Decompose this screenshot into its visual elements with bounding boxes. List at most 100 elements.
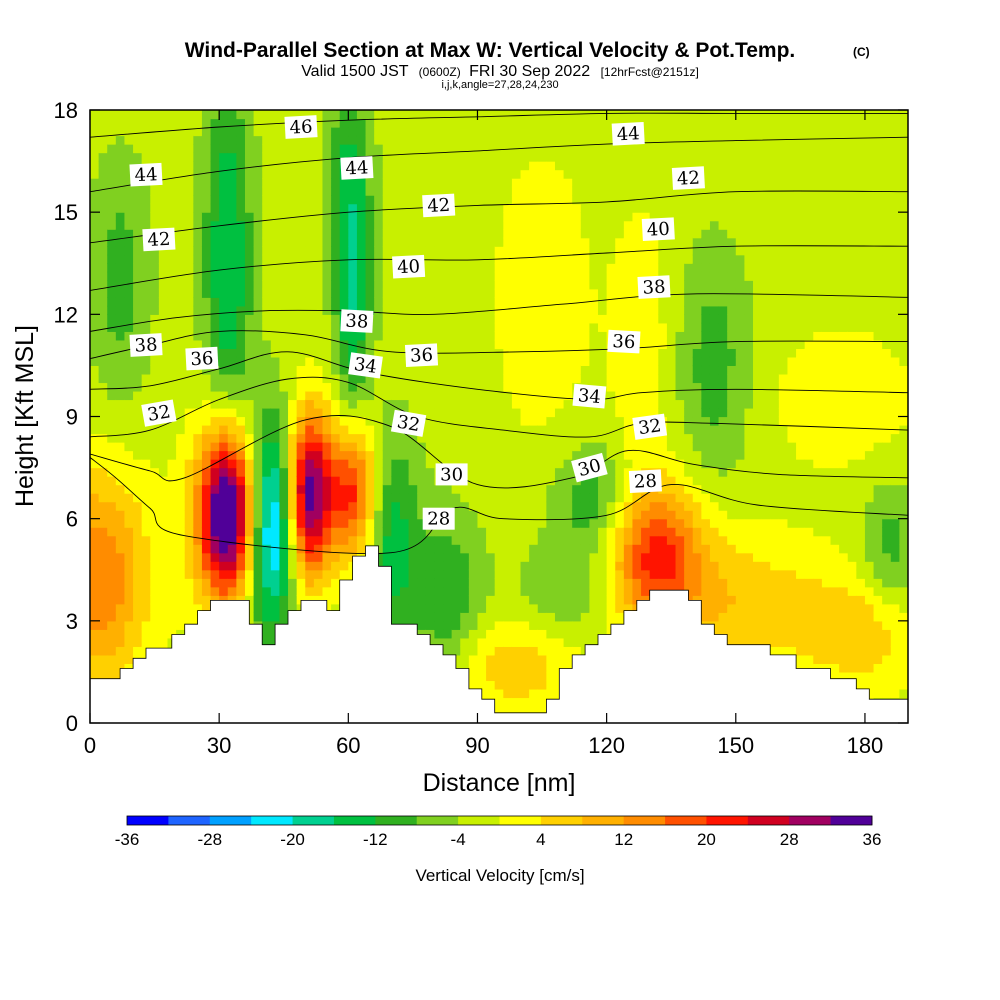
field-cell (477, 425, 487, 435)
field-cell (537, 186, 547, 196)
field-cell (227, 425, 237, 435)
field-cell (675, 186, 685, 196)
field-cell (468, 212, 479, 222)
field-cell (572, 271, 582, 281)
field-cell (305, 169, 315, 179)
field-cell (176, 152, 186, 162)
field-cell (451, 399, 461, 409)
field-cell (219, 569, 229, 579)
field-cell (219, 288, 229, 298)
field-cell (193, 161, 203, 171)
field-cell (417, 127, 427, 137)
field-cell (451, 510, 461, 520)
field-cell (176, 314, 186, 324)
field-cell (486, 373, 496, 384)
field-cell (434, 578, 444, 588)
field-cell (425, 254, 436, 264)
field-cell (589, 425, 599, 435)
field-cell (150, 586, 160, 596)
field-cell (339, 407, 349, 418)
field-cell (572, 518, 582, 528)
field-cell (623, 373, 634, 384)
field-cell (399, 110, 410, 120)
field-cell (443, 144, 453, 154)
field-cell (675, 467, 685, 477)
field-cell (365, 416, 375, 426)
field-cell (494, 433, 504, 443)
field-cell (201, 510, 212, 520)
section-params: i,j,k,angle=27,28,24,230 (441, 79, 558, 91)
field-cell (606, 595, 616, 605)
field-cell (253, 595, 263, 605)
field-cell (331, 603, 341, 613)
field-cell (262, 331, 272, 341)
field-cell (313, 280, 324, 290)
field-cell (262, 110, 272, 120)
field-cell (167, 365, 177, 375)
field-cell (356, 348, 367, 358)
field-cell (124, 569, 134, 579)
field-cell (279, 314, 289, 324)
field-cell (193, 535, 203, 545)
field-cell (641, 169, 651, 179)
field-cell (210, 314, 220, 324)
field-cell (666, 152, 677, 162)
field-cell (313, 254, 324, 264)
field-cell (305, 382, 315, 392)
field-cell (176, 561, 186, 571)
field-cell (313, 348, 324, 358)
field-cell (348, 144, 358, 154)
field-cell (107, 118, 117, 128)
field-cell (124, 144, 134, 154)
field-cell (244, 229, 255, 239)
field-cell (477, 501, 487, 511)
field-cell (193, 118, 203, 128)
field-cell (150, 578, 160, 588)
field-cell (115, 203, 126, 213)
field-cell (537, 246, 547, 256)
field-cell (503, 297, 513, 307)
field-cell (391, 229, 401, 239)
field-cell (572, 322, 582, 332)
field-cell (615, 280, 625, 290)
field-cell (270, 407, 281, 418)
field-cell (227, 169, 237, 179)
field-cell (468, 220, 479, 230)
field-cell (270, 220, 281, 230)
field-cell (615, 288, 625, 298)
field-cell (253, 578, 263, 588)
field-cell (227, 127, 237, 137)
field-cell (503, 135, 513, 145)
field-cell (546, 195, 556, 205)
field-cell (529, 356, 539, 367)
field-cell (141, 578, 151, 588)
field-cell (201, 459, 212, 469)
field-cell (236, 229, 246, 239)
field-cell (279, 382, 289, 392)
field-cell (115, 373, 126, 384)
field-cell (477, 561, 487, 571)
field-cell (150, 544, 160, 554)
field-cell (288, 425, 298, 435)
field-cell (296, 144, 306, 154)
field-cell (219, 110, 229, 120)
field-cell (279, 135, 289, 145)
field-cell (296, 331, 306, 341)
field-cell (494, 288, 504, 298)
field-cell (460, 305, 470, 315)
field-cell (649, 407, 659, 418)
field-cell (253, 484, 263, 494)
field-cell (141, 484, 151, 494)
field-cell (477, 442, 487, 452)
field-cell (150, 637, 160, 647)
field-cell (322, 535, 332, 545)
field-cell (322, 152, 332, 162)
field-cell (201, 161, 212, 171)
field-cell (253, 229, 263, 239)
field-cell (236, 493, 246, 503)
field-cell (417, 629, 427, 639)
field-cell (399, 169, 410, 179)
field-cell (348, 527, 358, 537)
field-cell (606, 288, 616, 298)
field-cell (632, 535, 642, 545)
